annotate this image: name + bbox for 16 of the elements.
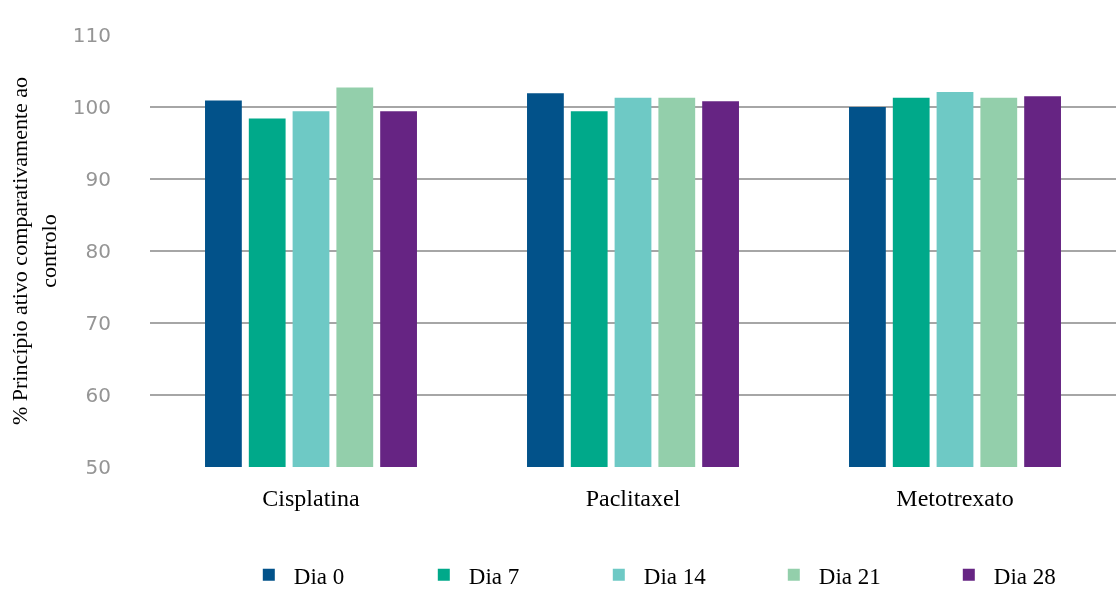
y-axis-title: % Princípio ativo comparativamente ao controlo bbox=[7, 76, 61, 426]
y-tick-label: 100 bbox=[72, 95, 111, 119]
x-tick-label: Metotrexato bbox=[896, 485, 1014, 511]
y-tick-label: 80 bbox=[85, 239, 111, 263]
x-tick-label: Paclitaxel bbox=[585, 485, 681, 511]
y-tick-label: 110 bbox=[72, 23, 111, 47]
y-tick-label: 60 bbox=[85, 383, 111, 407]
y-tick-label: 70 bbox=[85, 311, 111, 335]
legend-label: Dia 28 bbox=[993, 563, 1056, 589]
legend-label: Dia 7 bbox=[468, 563, 520, 589]
x-tick-label: Cisplatina bbox=[262, 485, 361, 511]
y-tick-label: 50 bbox=[85, 455, 111, 479]
legend-label: Dia 0 bbox=[293, 563, 345, 589]
legend-label: Dia 21 bbox=[818, 563, 881, 589]
legend-label: Dia 14 bbox=[643, 563, 707, 589]
y-tick-label: 90 bbox=[85, 167, 111, 191]
